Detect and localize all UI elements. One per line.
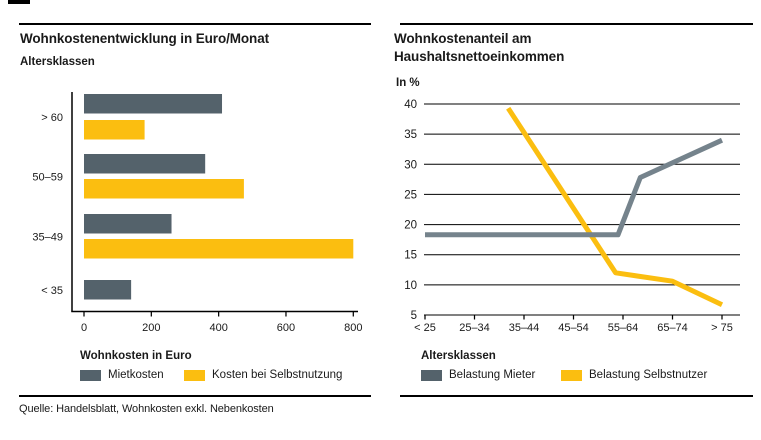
left-chart-title: Wohnkostenentwicklung in Euro/Monat: [20, 31, 269, 46]
y-tick-label: 25: [404, 189, 417, 201]
line-series-gray: [425, 137, 724, 238]
legend-item-belastung-mieter: Belastung Mieter: [421, 369, 535, 381]
x-tick-label: 800: [344, 322, 362, 334]
x-tick-label: 600: [277, 322, 295, 334]
left-bottom-rule: [19, 395, 371, 397]
belastung-selbstnutzer-legend-label: Belastung Selbstnutzer: [589, 369, 708, 381]
legend-item-mietkosten: Mietkosten: [80, 369, 164, 381]
x-tick-label: > 75: [711, 322, 733, 334]
category-label: 35–49: [32, 232, 63, 244]
x-tick-label: 35–44: [509, 322, 540, 334]
right-x-axis-title: Altersklassen: [421, 350, 496, 362]
y-tick-label: 15: [404, 250, 417, 262]
y-tick-label: 30: [404, 159, 417, 171]
x-tick-label: 0: [81, 322, 87, 334]
bar-yellow-1: [84, 179, 244, 199]
bar-chart: 0 200 400 600 800 > 60 50–59 35–49 < 35: [32, 92, 362, 334]
category-label: < 35: [41, 285, 63, 297]
x-tick-label: 25–34: [459, 322, 490, 334]
mietkosten-swatch: [80, 369, 101, 381]
y-tick-label: 20: [404, 220, 417, 232]
source-note: Quelle: Handelsblatt, Wohnkosten exkl. N…: [19, 403, 274, 415]
x-tick-label: 45–54: [558, 322, 589, 334]
selbstnutzung-swatch: [184, 369, 205, 381]
belastung-selbstnutzer-swatch: [561, 369, 582, 381]
page-corner-mark: [8, 0, 30, 4]
x-tick-label: 65–74: [657, 322, 688, 334]
legend-item-selbstnutzung: Kosten bei Selbstnutzung: [184, 369, 342, 381]
left-top-rule: [19, 23, 371, 25]
x-tick-label: < 25: [414, 322, 436, 334]
right-top-rule: [400, 23, 753, 25]
category-label: > 60: [41, 112, 63, 124]
left-y-axis-title: Altersklassen: [20, 56, 95, 68]
left-x-axis-title: Wohnkosten in Euro: [80, 350, 192, 362]
y-tick-label: 40: [404, 99, 417, 111]
y-tick-label: 35: [404, 129, 417, 141]
x-tick-label: 400: [209, 322, 227, 334]
x-tick-label: 55–64: [608, 322, 639, 334]
y-tick-label: 10: [404, 280, 417, 292]
bar-gray-0: [84, 94, 223, 114]
y-tick-label: 5: [411, 310, 417, 322]
bar-gray-3: [84, 280, 132, 300]
line-series-yellow: [506, 106, 724, 308]
right-chart-title: Wohnkostenanteil am Haushaltsnettoeinkom…: [394, 30, 564, 65]
category-label: 50–59: [32, 172, 63, 184]
selbstnutzung-legend-label: Kosten bei Selbstnutzung: [212, 369, 343, 381]
bar-yellow-2: [84, 239, 354, 259]
bar-gray-2: [84, 214, 172, 234]
x-tick-label: 200: [142, 322, 160, 334]
belastung-mieter-legend-label: Belastung Mieter: [449, 369, 536, 381]
belastung-mieter-swatch: [421, 369, 442, 381]
bar-gray-1: [84, 154, 206, 174]
legend-item-belastung-selbstnutzer: Belastung Selbstnutzer: [561, 369, 707, 381]
right-chart-title-line1: Wohnkostenanteil am: [394, 31, 532, 46]
bar-yellow-0: [84, 120, 145, 140]
line-chart: 40 35 30 25 20 15 10 5< 25 25–34 35–44 45–54 55–64 6…: [404, 99, 740, 334]
right-bottom-rule: [400, 395, 753, 397]
mietkosten-legend-label: Mietkosten: [108, 369, 164, 381]
right-chart-title-line2: Haushaltsnettoeinkommen: [394, 48, 565, 64]
right-y-axis-title: In %: [396, 77, 420, 89]
